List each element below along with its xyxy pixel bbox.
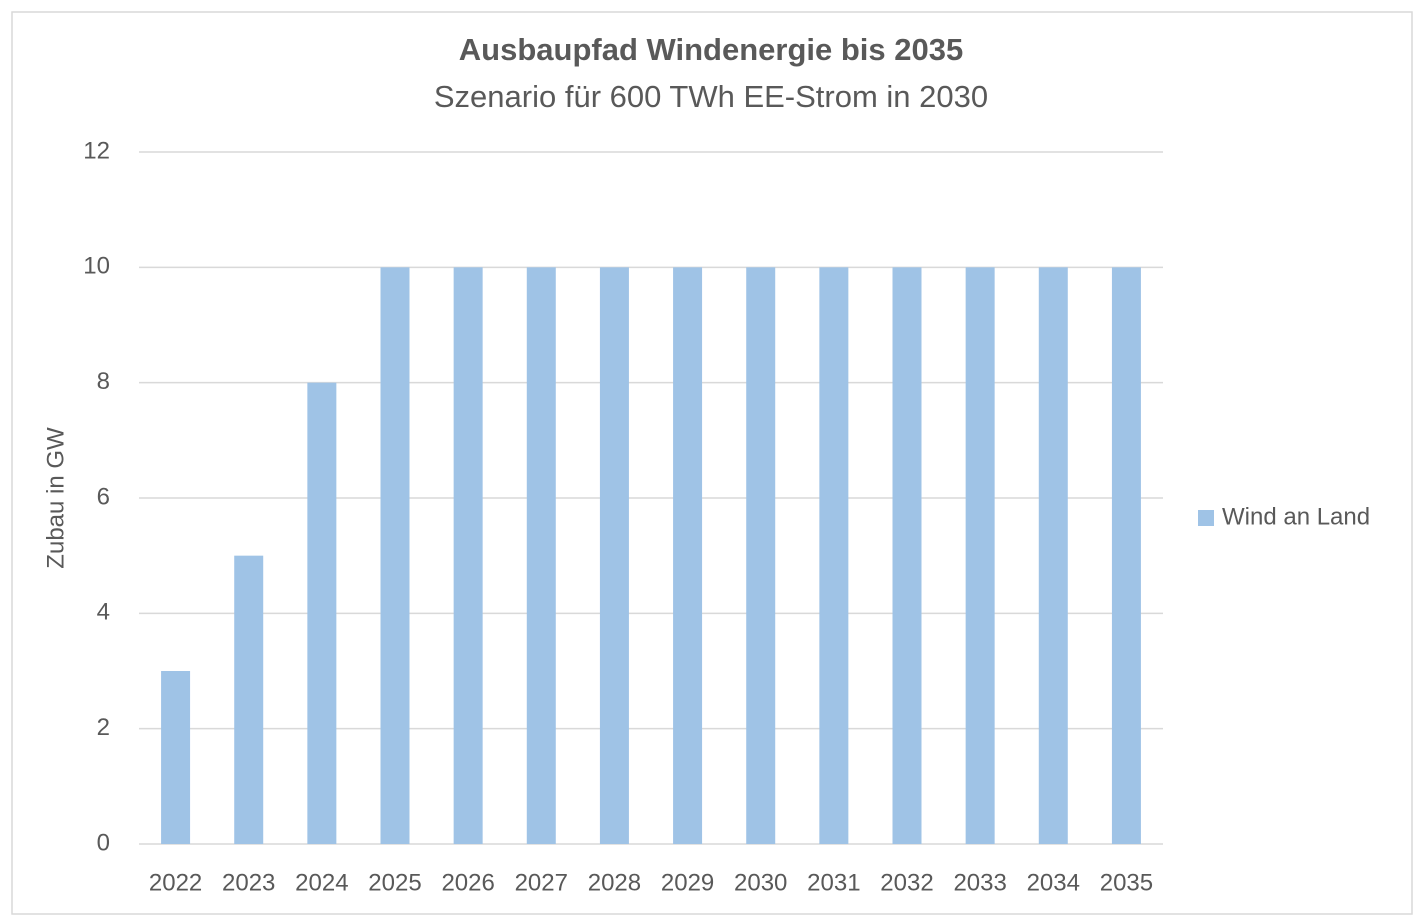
x-tick-label: 2034 [1027, 869, 1080, 896]
y-tick-label: 0 [97, 829, 110, 856]
legend-label: Wind an Land [1222, 503, 1370, 530]
bar [453, 267, 483, 844]
x-tick-label: 2029 [661, 869, 714, 896]
x-tick-label: 2027 [515, 869, 568, 896]
x-tick-label: 2028 [588, 869, 641, 896]
bar [965, 267, 995, 844]
x-tick-label: 2026 [441, 869, 494, 896]
bar [892, 267, 922, 844]
x-tick-label: 2032 [880, 869, 933, 896]
x-tick-label: 2022 [149, 869, 202, 896]
x-tick-label: 2031 [807, 869, 860, 896]
bar [380, 267, 410, 844]
bar [234, 555, 264, 844]
y-tick-label: 6 [97, 483, 110, 510]
y-axis-label: Zubau in GW [42, 427, 69, 569]
x-tick-label: 2025 [368, 869, 421, 896]
y-tick-label: 2 [97, 714, 110, 741]
bar [673, 267, 703, 844]
bar [819, 267, 849, 844]
y-tick-label: 4 [97, 599, 110, 626]
bar [1111, 267, 1141, 844]
bar [1038, 267, 1068, 844]
y-tick-label: 8 [97, 368, 110, 395]
bar [161, 671, 191, 844]
y-tick-label: 10 [83, 253, 110, 280]
x-tick-label: 2024 [295, 869, 348, 896]
legend-swatch [1198, 510, 1214, 526]
y-tick-label: 12 [83, 137, 110, 164]
bar [526, 267, 556, 844]
bar [599, 267, 629, 844]
bar [746, 267, 776, 844]
x-tick-label: 2023 [222, 869, 275, 896]
chart-title: Ausbaupfad Windenergie bis 2035 [459, 32, 963, 67]
x-tick-label: 2030 [734, 869, 787, 896]
chart-border [11, 11, 1413, 915]
x-tick-label: 2033 [953, 869, 1006, 896]
x-tick-label: 2035 [1100, 869, 1153, 896]
chart-subtitle: Szenario für 600 TWh EE-Strom in 2030 [434, 79, 988, 114]
bar [307, 382, 337, 844]
